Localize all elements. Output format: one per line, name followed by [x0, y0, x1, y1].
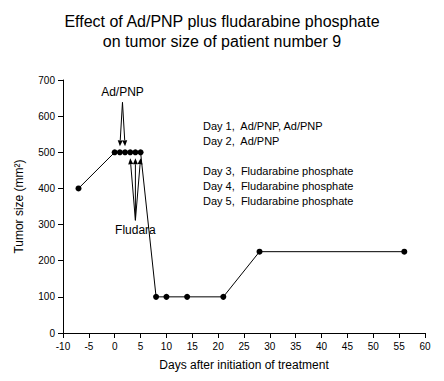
svg-text:35: 35 [290, 341, 302, 352]
svg-text:0: 0 [49, 328, 55, 339]
svg-text:Day 5, Fludarabine phosphate: Day 5, Fludarabine phosphate [203, 195, 353, 207]
svg-text:300: 300 [38, 219, 55, 230]
svg-text:Fludara: Fludara [115, 223, 156, 238]
svg-text:10: 10 [161, 341, 173, 352]
svg-text:Day 1, Ad/PNP, Ad/PNP: Day 1, Ad/PNP, Ad/PNP [203, 120, 323, 132]
svg-text:-10: -10 [56, 341, 71, 352]
svg-text:30: 30 [264, 341, 276, 352]
svg-text:400: 400 [38, 183, 55, 194]
svg-text:200: 200 [38, 255, 55, 266]
svg-text:5: 5 [138, 341, 144, 352]
svg-text:Ad/PNP: Ad/PNP [101, 85, 144, 99]
svg-text:-5: -5 [84, 341, 93, 352]
svg-text:Effect of Ad/PNP plus fludarab: Effect of Ad/PNP plus fludarabine phosph… [64, 13, 379, 30]
svg-text:45: 45 [342, 341, 354, 352]
svg-text:Day 4, Fludarabine phosphate: Day 4, Fludarabine phosphate [203, 180, 353, 192]
svg-text:55: 55 [394, 341, 406, 352]
svg-text:20: 20 [213, 341, 225, 352]
svg-text:15: 15 [187, 341, 199, 352]
svg-text:700: 700 [38, 75, 55, 86]
svg-text:Day 3, Fludarabine phosphate: Day 3, Fludarabine phosphate [203, 165, 353, 177]
svg-text:500: 500 [38, 147, 55, 158]
svg-text:25: 25 [238, 341, 250, 352]
svg-text:60: 60 [419, 341, 431, 352]
svg-text:Day 2, Ad/PNP: Day 2, Ad/PNP [203, 135, 279, 147]
svg-text:0: 0 [112, 341, 118, 352]
svg-text:40: 40 [316, 341, 328, 352]
svg-text:on tumor size of patient numbe: on tumor size of patient number 9 [103, 33, 341, 50]
svg-text:Tumor size (mm²): Tumor size (mm²) [12, 159, 26, 253]
svg-text:600: 600 [38, 111, 55, 122]
svg-text:Days after initiation of treat: Days after initiation of treatment [159, 358, 329, 372]
svg-text:100: 100 [38, 291, 55, 302]
svg-text:50: 50 [368, 341, 380, 352]
